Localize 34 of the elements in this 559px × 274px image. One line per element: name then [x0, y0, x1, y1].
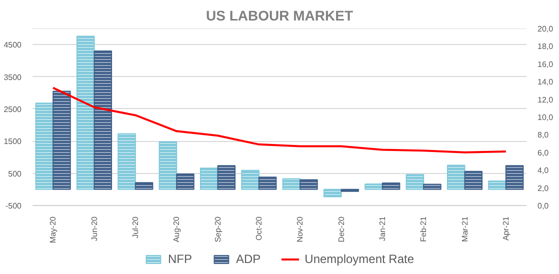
x-tick-label: Mar-21	[460, 216, 470, 242]
x-tick-label: Aug-20	[172, 216, 182, 242]
y-tick-label: 2500	[4, 104, 22, 114]
y2-tick-label: 4,0	[538, 166, 550, 176]
x-tick-label: Jun-20	[90, 216, 99, 241]
x-tick-label: Jan-21	[378, 216, 387, 241]
x-tick-label: Apr-21	[501, 216, 510, 241]
chart-title: US LABOUR MARKET	[206, 8, 354, 24]
x-tick-label: Jul-20	[130, 216, 140, 238]
y2-tick-label: 12,0	[538, 95, 554, 104]
legend-label: NFP	[168, 252, 192, 266]
x-tick-label: Sep-20	[213, 216, 222, 242]
legend-label: Unemployment Rate	[304, 252, 414, 266]
y2-tick-label: 18,0	[538, 42, 554, 52]
y2-tick-label: 0,0	[538, 202, 550, 210]
x-tick-label: Feb-21	[419, 216, 428, 242]
y2-tick-label: 14,0	[538, 78, 554, 87]
y2-tick-label: 2,0	[538, 184, 550, 193]
y-tick-label: 4500	[4, 40, 22, 50]
y2-tick-label: 10,0	[538, 113, 554, 122]
y-tick-label: 1500	[4, 137, 22, 146]
y-tick-label: 500	[8, 169, 22, 178]
x-tick-label: Oct-20	[254, 216, 264, 241]
y-tick-label: -500	[5, 202, 22, 210]
legend-label: ADP	[236, 252, 261, 266]
y2-tick-label: 20,0	[538, 24, 554, 34]
y2-tick-label: 8,0	[538, 130, 550, 140]
x-tick-label: Nov-20	[296, 216, 305, 242]
line-series	[52, 86, 507, 154]
x-tick-label: May-20	[48, 216, 58, 244]
x-tick-label: Dec-20	[336, 216, 346, 242]
y2-tick-label: 16,0	[538, 60, 554, 69]
y-tick-label: 3500	[4, 72, 22, 82]
y2-tick-label: 6,0	[538, 148, 550, 158]
